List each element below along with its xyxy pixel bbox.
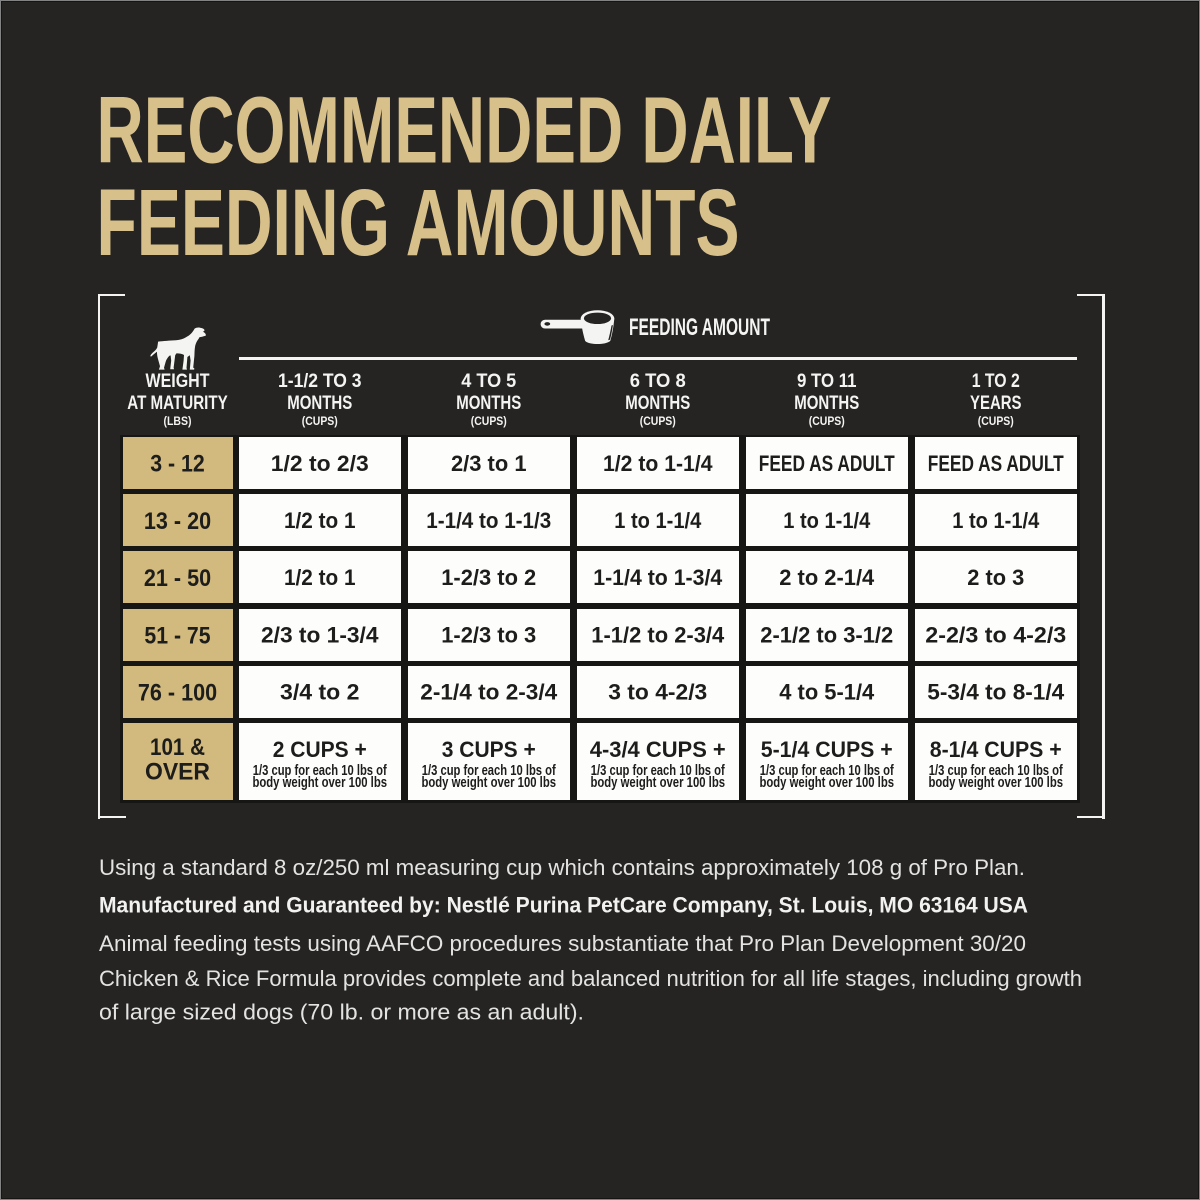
- svg-text:2 CUPS +: 2 CUPS +: [273, 737, 367, 762]
- svg-text:(CUPS): (CUPS): [302, 415, 338, 428]
- svg-text:1 to 1-1/4: 1 to 1-1/4: [952, 508, 1039, 533]
- svg-text:body weight over 100 lbs: body weight over 100 lbs: [928, 775, 1063, 791]
- svg-text:76 - 100: 76 - 100: [138, 680, 217, 707]
- svg-text:1/2 to 1: 1/2 to 1: [284, 565, 356, 590]
- svg-text:Animal feeding tests using AAF: Animal feeding tests using AAFCO procedu…: [99, 931, 1026, 956]
- svg-text:3 - 12: 3 - 12: [150, 451, 205, 478]
- svg-text:FEEDING AMOUNT: FEEDING AMOUNT: [629, 314, 770, 341]
- svg-text:4 TO 5: 4 TO 5: [461, 370, 516, 392]
- svg-text:1 TO 2: 1 TO 2: [972, 370, 1020, 392]
- svg-text:4-3/4 CUPS +: 4-3/4 CUPS +: [590, 737, 726, 762]
- svg-text:1/3 cup for each 10 lbs of: 1/3 cup for each 10 lbs of: [422, 763, 556, 779]
- svg-text:Using a standard 8 oz/250 ml m: Using a standard 8 oz/250 ml measuring c…: [99, 855, 1025, 880]
- svg-text:1/2 to 1-1/4: 1/2 to 1-1/4: [603, 451, 713, 476]
- svg-text:1-1/2 TO 3: 1-1/2 TO 3: [278, 370, 362, 392]
- svg-text:1/3 cup for each 10 lbs of: 1/3 cup for each 10 lbs of: [253, 763, 387, 779]
- svg-text:1/2 to 1: 1/2 to 1: [284, 508, 356, 533]
- svg-text:5-3/4 to 8-1/4: 5-3/4 to 8-1/4: [927, 680, 1064, 705]
- svg-text:101 &: 101 &: [150, 734, 205, 761]
- svg-text:3 to 4-2/3: 3 to 4-2/3: [608, 680, 707, 705]
- svg-text:YEARS: YEARS: [970, 392, 1022, 414]
- svg-text:(CUPS): (CUPS): [978, 415, 1014, 428]
- svg-text:FEED AS ADULT: FEED AS ADULT: [759, 451, 895, 476]
- svg-text:FEEDING AMOUNTS: FEEDING AMOUNTS: [97, 170, 740, 276]
- svg-text:MONTHS: MONTHS: [456, 392, 521, 414]
- svg-text:1/3 cup for each 10 lbs of: 1/3 cup for each 10 lbs of: [591, 763, 725, 779]
- svg-text:4 to 5-1/4: 4 to 5-1/4: [779, 680, 874, 705]
- svg-text:3 CUPS +: 3 CUPS +: [442, 737, 536, 762]
- svg-text:(CUPS): (CUPS): [809, 415, 845, 428]
- svg-text:Manufactured and Guaranteed by: Manufactured and Guaranteed by: Nestlé P…: [99, 893, 1028, 918]
- svg-text:13 - 20: 13 - 20: [144, 508, 211, 535]
- svg-text:1-2/3 to 2: 1-2/3 to 2: [441, 565, 536, 590]
- svg-text:OVER: OVER: [145, 758, 210, 785]
- svg-text:1 to 1-1/4: 1 to 1-1/4: [783, 508, 870, 533]
- svg-text:2-1/2 to 3-1/2: 2-1/2 to 3-1/2: [760, 622, 893, 647]
- svg-text:1-1/2 to 2-3/4: 1-1/2 to 2-3/4: [591, 622, 724, 647]
- svg-text:2-1/4 to 2-3/4: 2-1/4 to 2-3/4: [420, 680, 557, 705]
- svg-text:MONTHS: MONTHS: [287, 392, 352, 414]
- svg-text:2/3 to 1-3/4: 2/3 to 1-3/4: [261, 622, 379, 647]
- svg-text:WEIGHT: WEIGHT: [146, 370, 210, 392]
- svg-text:1-1/4 to 1-3/4: 1-1/4 to 1-3/4: [593, 565, 722, 590]
- svg-text:of large sized dogs (70 lb. or: of large sized dogs (70 lb. or more as a…: [99, 1000, 584, 1025]
- svg-text:body weight over 100 lbs: body weight over 100 lbs: [590, 775, 725, 791]
- svg-text:1-2/3 to 3: 1-2/3 to 3: [441, 622, 536, 647]
- svg-text:MONTHS: MONTHS: [625, 392, 690, 414]
- svg-text:(CUPS): (CUPS): [640, 415, 676, 428]
- svg-text:2/3 to 1: 2/3 to 1: [451, 451, 527, 476]
- svg-text:21 - 50: 21 - 50: [144, 565, 211, 592]
- svg-text:1 to 1-1/4: 1 to 1-1/4: [614, 508, 701, 533]
- svg-text:(CUPS): (CUPS): [471, 415, 507, 428]
- svg-text:(LBS): (LBS): [164, 415, 192, 428]
- svg-text:1/3 cup for each 10 lbs of: 1/3 cup for each 10 lbs of: [929, 763, 1063, 779]
- svg-text:6 TO 8: 6 TO 8: [630, 370, 686, 392]
- svg-text:2 to 2-1/4: 2 to 2-1/4: [779, 565, 874, 590]
- svg-text:AT MATURITY: AT MATURITY: [127, 392, 228, 414]
- svg-text:51 - 75: 51 - 75: [144, 622, 210, 649]
- svg-text:RECOMMENDED DAILY: RECOMMENDED DAILY: [97, 78, 832, 184]
- svg-text:1/2 to 2/3: 1/2 to 2/3: [271, 451, 369, 476]
- svg-text:MONTHS: MONTHS: [794, 392, 859, 414]
- svg-text:body weight over 100 lbs: body weight over 100 lbs: [421, 775, 556, 791]
- svg-text:1-1/4 to 1-1/3: 1-1/4 to 1-1/3: [426, 508, 551, 533]
- svg-text:2-2/3 to 4-2/3: 2-2/3 to 4-2/3: [925, 622, 1066, 647]
- svg-text:body weight over 100 lbs: body weight over 100 lbs: [252, 775, 387, 791]
- svg-text:3/4 to 2: 3/4 to 2: [280, 680, 360, 705]
- svg-text:8-1/4 CUPS +: 8-1/4 CUPS +: [930, 737, 1062, 762]
- svg-text:1/3 cup for each 10 lbs of: 1/3 cup for each 10 lbs of: [760, 763, 894, 779]
- svg-text:9 TO 11: 9 TO 11: [797, 370, 857, 392]
- svg-text:2 to 3: 2 to 3: [967, 565, 1024, 590]
- svg-text:5-1/4 CUPS +: 5-1/4 CUPS +: [761, 737, 893, 762]
- svg-text:Chicken & Rice Formula provide: Chicken & Rice Formula provides complete…: [99, 966, 1082, 991]
- svg-text:body weight over 100 lbs: body weight over 100 lbs: [759, 775, 894, 791]
- svg-text:FEED AS ADULT: FEED AS ADULT: [928, 451, 1064, 476]
